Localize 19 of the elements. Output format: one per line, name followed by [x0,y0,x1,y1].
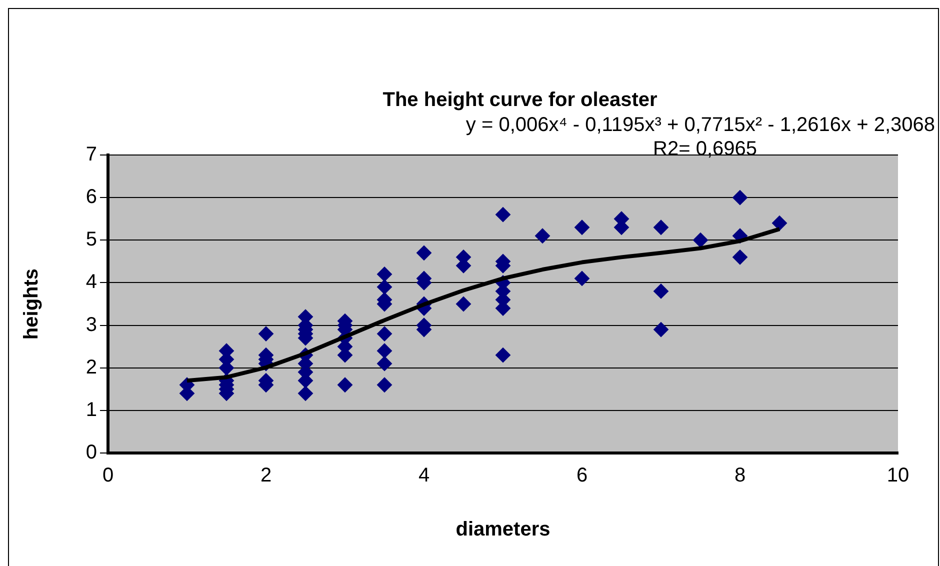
y-tick-label: 1 [86,398,97,421]
y-tick-label: 3 [86,314,97,336]
chart-title: The height curve for oleaster [382,89,658,111]
x-tick-label: 10 [886,464,910,487]
annotation: R2= 0,6965 [653,138,757,160]
y-tick-label: 0 [86,442,97,464]
x-tick-label: 6 [576,464,588,487]
y-axis-title: heights [20,268,43,340]
y-tick-label: 4 [86,271,97,294]
x-tick-label: 2 [260,464,272,487]
x-axis-title: diameters [456,518,550,541]
text: y = 0,006x⁴ - 0,1195x³ + 0,7715x² - 1,2616x + 2,3068 [466,114,935,136]
x-tick-label: 8 [734,464,746,487]
y-tick-label: 2 [86,356,97,378]
y-tick-label: 6 [86,186,97,208]
y-tick-label: 7 [86,144,97,166]
x-tick-label: 0 [102,464,114,487]
y-tick-label: 5 [86,228,97,251]
x-tick-label: 4 [418,464,430,487]
